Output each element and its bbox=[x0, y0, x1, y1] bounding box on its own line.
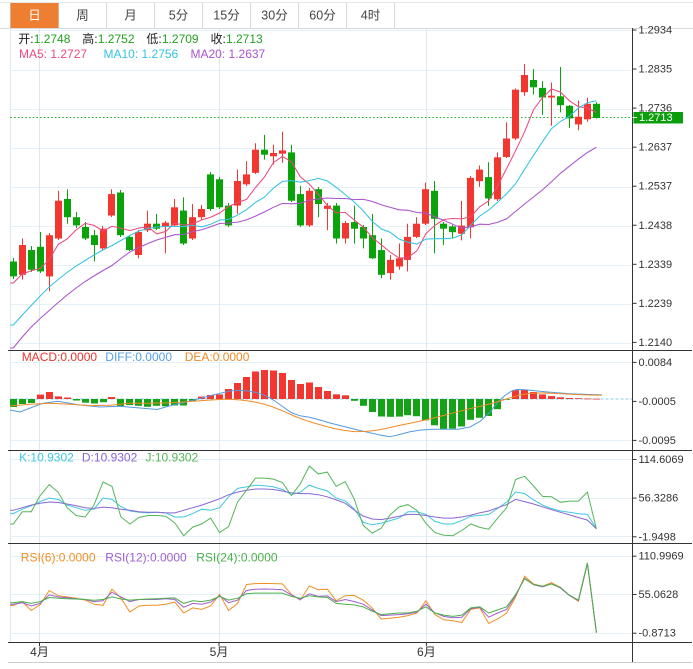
svg-text:1.2748: 1.2748 bbox=[34, 32, 71, 46]
svg-text:1.2934: 1.2934 bbox=[639, 25, 673, 37]
svg-text:1.2713: 1.2713 bbox=[226, 32, 263, 46]
svg-text:MA5: 1.2727: MA5: 1.2727 bbox=[19, 47, 87, 61]
svg-text:开:: 开: bbox=[18, 32, 33, 46]
svg-text:6月: 6月 bbox=[417, 645, 436, 659]
svg-text:1.2239: 1.2239 bbox=[639, 298, 673, 310]
svg-text:MA20: 1.2637: MA20: 1.2637 bbox=[191, 47, 266, 61]
svg-text:110.9969: 110.9969 bbox=[639, 551, 684, 563]
svg-text:DEA:0.0000: DEA:0.0000 bbox=[185, 350, 250, 364]
svg-text:RSI(6):0.0000: RSI(6):0.0000 bbox=[21, 551, 96, 565]
svg-text:月: 月 bbox=[124, 9, 137, 23]
svg-text:0.0084: 0.0084 bbox=[639, 357, 673, 369]
svg-text:周: 周 bbox=[76, 9, 89, 23]
svg-text:日: 日 bbox=[28, 9, 41, 23]
svg-text:D:10.9302: D:10.9302 bbox=[82, 451, 138, 465]
svg-text:56.3286: 56.3286 bbox=[639, 493, 679, 505]
svg-text:收:: 收: bbox=[211, 32, 226, 46]
svg-text:高:: 高: bbox=[82, 31, 97, 46]
svg-text:5月: 5月 bbox=[210, 645, 229, 659]
svg-text:-1.9498: -1.9498 bbox=[639, 531, 676, 543]
svg-text:RSI(12):0.0000: RSI(12):0.0000 bbox=[105, 551, 187, 565]
svg-text:MACD:0.0000: MACD:0.0000 bbox=[22, 350, 98, 364]
svg-text:1.2752: 1.2752 bbox=[98, 32, 135, 46]
svg-text:1.2339: 1.2339 bbox=[639, 259, 673, 271]
svg-text:1.2637: 1.2637 bbox=[639, 142, 673, 154]
svg-text:1.2438: 1.2438 bbox=[639, 220, 673, 232]
svg-text:1.2140: 1.2140 bbox=[639, 337, 673, 349]
svg-text:DIFF:0.0000: DIFF:0.0000 bbox=[105, 350, 172, 364]
svg-text:15分: 15分 bbox=[213, 9, 239, 23]
svg-text:-0.8713: -0.8713 bbox=[639, 628, 676, 640]
svg-text:114.6069: 114.6069 bbox=[639, 454, 684, 466]
svg-text:55.0628: 55.0628 bbox=[639, 589, 679, 601]
svg-text:低:: 低: bbox=[146, 32, 161, 46]
svg-text:30分: 30分 bbox=[261, 9, 287, 23]
svg-text:1.2709: 1.2709 bbox=[162, 32, 199, 46]
svg-text:MA10: 1.2756: MA10: 1.2756 bbox=[104, 47, 179, 61]
svg-text:60分: 60分 bbox=[309, 9, 335, 23]
svg-text:1.2736: 1.2736 bbox=[639, 103, 673, 115]
svg-text:-0.0005: -0.0005 bbox=[639, 396, 676, 408]
svg-text:K:10.9302: K:10.9302 bbox=[19, 451, 74, 465]
svg-text:1.2835: 1.2835 bbox=[639, 64, 673, 76]
svg-text:5分: 5分 bbox=[169, 9, 188, 23]
svg-text:4月: 4月 bbox=[30, 645, 49, 659]
svg-text:1.2537: 1.2537 bbox=[639, 181, 673, 193]
svg-text:J:10.9302: J:10.9302 bbox=[146, 451, 199, 465]
svg-text:1.2713: 1.2713 bbox=[639, 112, 673, 124]
svg-text:4时: 4时 bbox=[361, 9, 381, 23]
svg-text:RSI(24):0.0000: RSI(24):0.0000 bbox=[196, 551, 278, 565]
svg-text:-0.0095: -0.0095 bbox=[639, 435, 676, 447]
